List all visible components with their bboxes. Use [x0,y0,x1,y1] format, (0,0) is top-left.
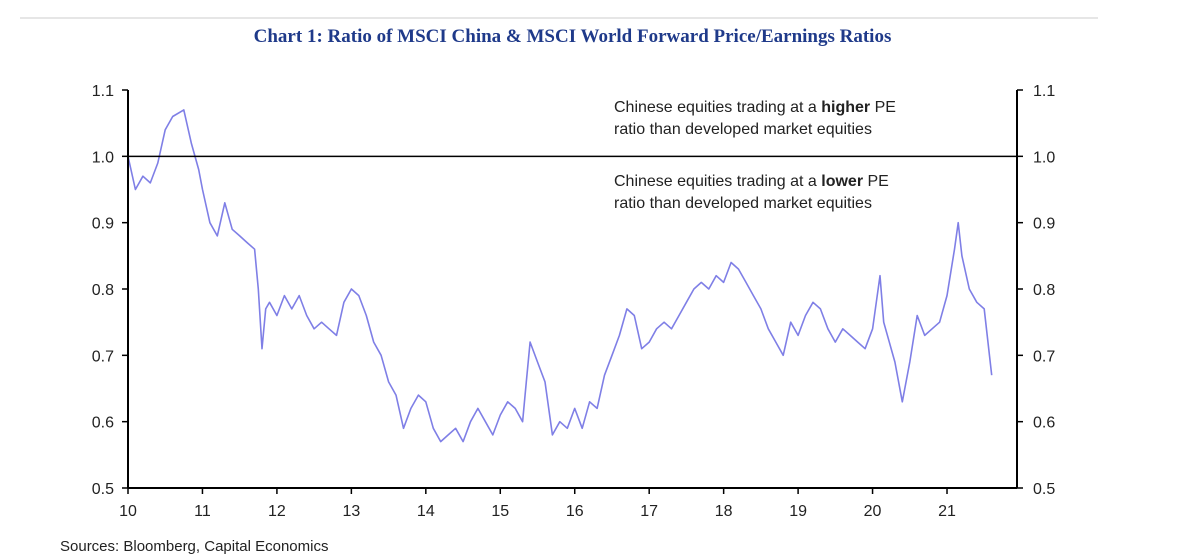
x-tick-label: 21 [938,503,956,520]
annotation-higher-line1: Chinese equities trading at a higher PE [614,99,896,116]
y-tick-label-left: 0.9 [92,216,114,233]
x-tick-label: 10 [119,503,137,520]
y-tick-label-right: 0.7 [1033,348,1055,365]
x-tick-label: 17 [640,503,658,520]
x-tick-label: 19 [789,503,807,520]
y-tick-label-left: 0.6 [92,415,114,432]
annotation-lower-post: PE [863,173,889,190]
y-tick-label-left: 1.0 [92,149,114,166]
series-line [127,109,993,443]
x-tick-label: 15 [491,503,509,520]
x-tick-label: 16 [566,503,584,520]
y-tick-label-right: 0.8 [1033,282,1055,299]
y-tick-label-right: 0.5 [1033,481,1055,498]
y-tick-label-left: 0.8 [92,282,114,299]
y-tick-label-right: 0.6 [1033,415,1055,432]
y-tick-label-left: 0.7 [92,348,114,365]
y-tick-label-left: 0.5 [92,481,114,498]
y-tick-label-right: 1.1 [1033,83,1055,100]
x-tick-label: 12 [268,503,286,520]
annotation-lower-pre: Chinese equities trading at a [614,173,821,190]
annotation-higher-post: PE [870,99,896,116]
x-tick-label: 13 [342,503,360,520]
annotation-lower-line2: ratio than developed market equities [614,195,872,212]
x-tick-label: 14 [417,503,435,520]
source-note: Sources: Bloomberg, Capital Economics [60,538,329,555]
annotation-lower-bold: lower [821,173,863,190]
x-tick-label: 18 [715,503,733,520]
chart-title: Chart 1: Ratio of MSCI China & MSCI Worl… [253,26,892,47]
annotation-lower-line1: Chinese equities trading at a lower PE [614,173,889,190]
x-tick-label: 11 [194,503,211,520]
annotation-higher-line2: ratio than developed market equities [614,121,872,138]
x-tick-label: 20 [864,503,882,520]
annotation-higher-bold: higher [821,99,870,116]
y-tick-label-right: 1.0 [1033,149,1055,166]
y-tick-label-right: 0.9 [1033,216,1055,233]
annotation-higher-pre: Chinese equities trading at a [614,99,821,116]
y-tick-label-left: 1.1 [92,83,114,100]
divider [20,17,1098,19]
